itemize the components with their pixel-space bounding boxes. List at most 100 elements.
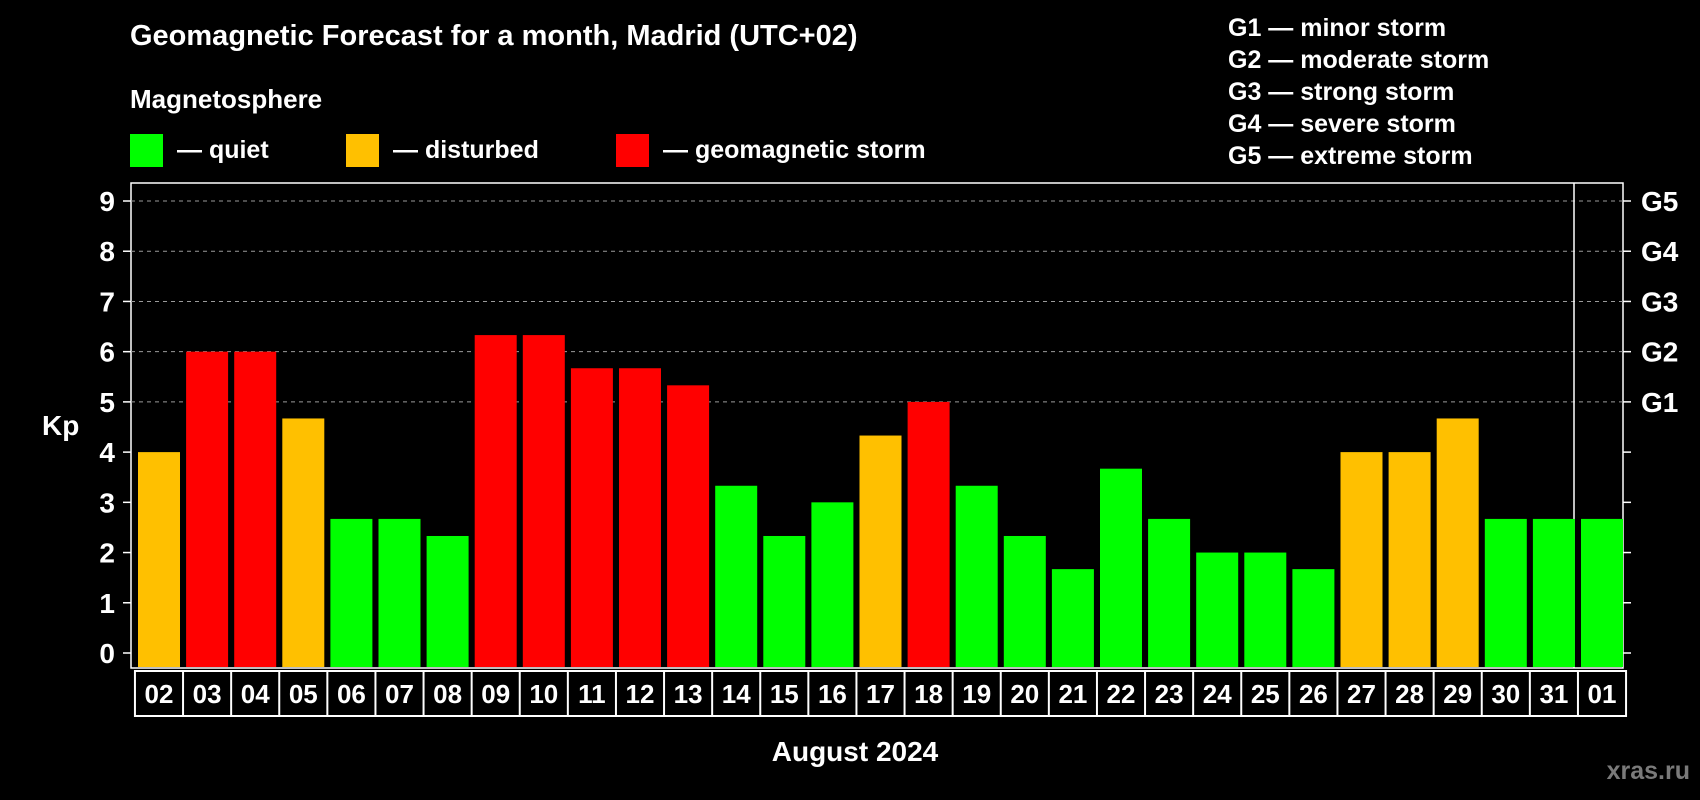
- y-tick-label-0: 0: [99, 638, 115, 669]
- bar-05: [282, 418, 325, 667]
- bar-21: [1051, 569, 1094, 667]
- y-tick-label-1: 1: [99, 588, 115, 619]
- bar-13: [667, 385, 710, 667]
- bar-26: [1292, 569, 1335, 667]
- x-tick-label-06: 06: [337, 679, 366, 709]
- y-tick-label-9: 9: [99, 186, 115, 217]
- legend-swatch-quiet: [130, 133, 163, 167]
- y-tick-label-4: 4: [99, 437, 115, 468]
- g-label-g5: G5: [1641, 186, 1678, 217]
- bar-02: [138, 452, 180, 667]
- x-tick-label-26: 26: [1299, 679, 1328, 709]
- chart-subtitle: Magnetosphere: [130, 84, 323, 114]
- bar-22: [1100, 468, 1142, 667]
- bar-31: [1532, 518, 1575, 667]
- plot-frame: [130, 182, 1624, 669]
- bar-29: [1436, 418, 1479, 667]
- x-tick-label-16: 16: [818, 679, 847, 709]
- bar-03: [186, 351, 229, 667]
- x-tick-label-15: 15: [770, 679, 799, 709]
- bar-04: [234, 351, 277, 667]
- storm-scale-g4: G4 — severe storm: [1228, 110, 1456, 138]
- x-tick-label-27: 27: [1347, 679, 1376, 709]
- bar-23: [1148, 518, 1191, 667]
- legend-item-storm: — geomagnetic storm: [616, 133, 926, 167]
- g-label-g3: G3: [1641, 286, 1678, 317]
- x-tick-label-13: 13: [674, 679, 703, 709]
- bar-12: [619, 368, 661, 667]
- x-tick-label-18: 18: [914, 679, 943, 709]
- storm-scale-g2: G2 — moderate storm: [1228, 46, 1490, 74]
- legend-label-disturbed: — disturbed: [393, 135, 539, 164]
- x-tick-label-11: 11: [578, 679, 606, 709]
- y-tick-label-6: 6: [99, 337, 115, 368]
- legend-label-quiet: — quiet: [177, 135, 269, 164]
- x-tick-label-14: 14: [722, 679, 751, 709]
- legend-swatch-storm: [616, 133, 649, 167]
- chart-title: Geomagnetic Forecast for a month, Madrid…: [130, 20, 858, 52]
- storm-scale-g3: G3 — strong storm: [1228, 78, 1455, 106]
- x-tick-label-21: 21: [1058, 679, 1087, 709]
- bar-25: [1244, 552, 1287, 667]
- x-tick-label-20: 20: [1010, 679, 1039, 709]
- x-tick-label-01: 01: [1588, 679, 1617, 709]
- x-tick-label-29: 29: [1443, 679, 1472, 709]
- x-tick-label-24: 24: [1203, 679, 1232, 709]
- bar-28: [1388, 452, 1431, 667]
- y-tick-label-5: 5: [99, 387, 115, 418]
- bar-11: [570, 368, 613, 667]
- category-box-row: [133, 670, 1628, 717]
- bar-01: [1581, 518, 1623, 667]
- x-axis-label: August 2024: [771, 736, 939, 767]
- x-tick-label-04: 04: [241, 679, 270, 709]
- storm-scale-g1: G1 — minor storm: [1228, 14, 1447, 42]
- bar-06: [330, 518, 373, 667]
- bar-14: [715, 485, 758, 667]
- bar-24: [1196, 552, 1239, 667]
- y-tick-label-8: 8: [99, 236, 115, 267]
- g-label-g1: G1: [1641, 387, 1678, 418]
- bar-16: [811, 502, 854, 667]
- legend-label-storm: — geomagnetic storm: [663, 135, 926, 164]
- x-tick-label-30: 30: [1491, 679, 1520, 709]
- storm-scale-list: G1 — minor storm G2 — moderate storm G3 …: [1228, 12, 1489, 172]
- x-tick-label-22: 22: [1107, 679, 1136, 709]
- x-tick-label-02: 02: [145, 679, 174, 709]
- bar-18: [907, 401, 950, 667]
- x-tick-label-12: 12: [626, 679, 655, 709]
- x-tick-label-19: 19: [962, 679, 991, 709]
- bar-09: [474, 335, 517, 667]
- storm-scale-g5: G5 — extreme storm: [1228, 142, 1473, 170]
- x-tick-label-07: 07: [385, 679, 414, 709]
- y-tick-label-7: 7: [99, 286, 115, 317]
- bar-27: [1340, 452, 1383, 667]
- legend-item-disturbed: — disturbed: [346, 133, 539, 167]
- bar-20: [1003, 535, 1046, 667]
- bar-07: [378, 518, 421, 667]
- g-label-g4: G4: [1641, 236, 1679, 267]
- watermark: xras.ru: [1606, 757, 1690, 785]
- x-tick-label-10: 10: [529, 679, 558, 709]
- x-tick-label-09: 09: [481, 679, 510, 709]
- x-tick-label-03: 03: [193, 679, 222, 709]
- bar-19: [955, 485, 998, 667]
- bar-17: [859, 435, 902, 667]
- bar-15: [763, 535, 806, 667]
- bar-10: [522, 335, 565, 667]
- y-tick-label-2: 2: [99, 538, 115, 569]
- legend-item-quiet: — quiet: [130, 133, 269, 167]
- x-tick-label-05: 05: [289, 679, 318, 709]
- bar-30: [1484, 518, 1527, 667]
- bar-08: [426, 535, 469, 667]
- y-axis-label: Kp: [42, 410, 80, 441]
- legend-swatch-disturbed: [346, 133, 379, 167]
- x-tick-label-28: 28: [1395, 679, 1424, 709]
- x-tick-label-31: 31: [1539, 679, 1568, 709]
- y-tick-label-3: 3: [99, 487, 115, 518]
- x-tick-label-08: 08: [433, 679, 462, 709]
- x-tick-label-23: 23: [1155, 679, 1184, 709]
- x-tick-label-17: 17: [866, 679, 895, 709]
- x-tick-label-25: 25: [1251, 679, 1280, 709]
- g-label-g2: G2: [1641, 337, 1678, 368]
